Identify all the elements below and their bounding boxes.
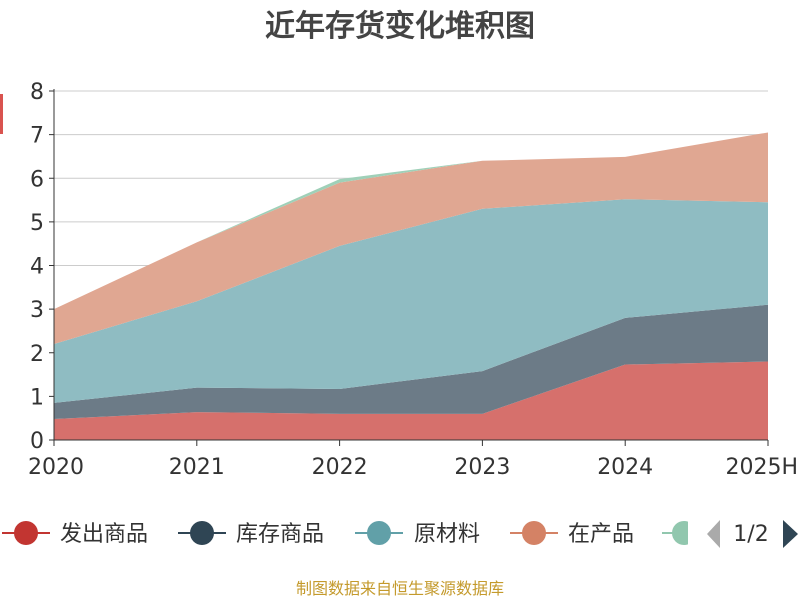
y-tick-label-5: 5 [30,211,44,236]
x-tick-label-0: 2020 [28,455,84,480]
legend-marker-1 [190,521,214,545]
area-series-2 [54,199,768,403]
axis-side-marker [0,94,3,134]
y-tick-label-2: 2 [30,342,44,367]
legend-item-3[interactable]: 在产品 [510,521,634,547]
axes [49,89,769,446]
x-tick-label-5: 2025H [725,455,798,480]
x-tick-label-2: 2022 [312,455,368,480]
x-tick-label-3: 2023 [454,455,510,480]
y-tick-labels: 0 1 2 3 4 5 6 7 8 [30,80,44,454]
y-tick-label-4: 4 [30,255,44,280]
y-tick-label-6: 6 [30,167,44,192]
y-tick-label-8: 8 [30,80,44,105]
legend-item-1[interactable]: 库存商品 [178,521,324,547]
legend-item-2[interactable]: 原材料 [355,521,480,547]
area-series-3 [54,132,768,345]
x-tick-label-1: 2021 [169,455,225,480]
area-series-1 [54,304,768,420]
pager-text: 1/2 [733,522,768,547]
areas [54,132,768,440]
legend-marker-0 [14,521,38,545]
y-tick-label-3: 3 [30,298,44,323]
source-note: 制图数据来自恒生聚源数据库 [296,579,504,598]
legend-pager[interactable]: 1/2 [707,520,798,548]
legend-item-0[interactable]: 发出商品 [2,521,148,547]
legend-item-4[interactable] [662,521,696,545]
chart-title: 近年存货变化堆积图 [265,9,535,44]
legend-marker-4 [672,521,688,545]
y-tick-label-7: 7 [30,124,44,149]
legend-label-1: 库存商品 [236,522,324,547]
y-tick-label-1: 1 [30,385,44,410]
pager-next-icon[interactable] [783,520,798,548]
legend-marker-2 [367,521,391,545]
legend: 发出商品 库存商品 原材料 在产品 [2,521,696,547]
x-tick-labels: 2020 2021 2022 2023 2024 2025H [28,455,798,480]
legend-label-2: 原材料 [414,522,480,547]
x-tick-label-4: 2024 [597,455,653,480]
pager-prev-icon[interactable] [707,520,720,548]
legend-label-3: 在产品 [568,522,634,547]
legend-marker-3 [522,521,546,545]
y-tick-label-0: 0 [30,429,44,454]
legend-label-0: 发出商品 [60,522,148,547]
area-series-0 [54,361,768,440]
